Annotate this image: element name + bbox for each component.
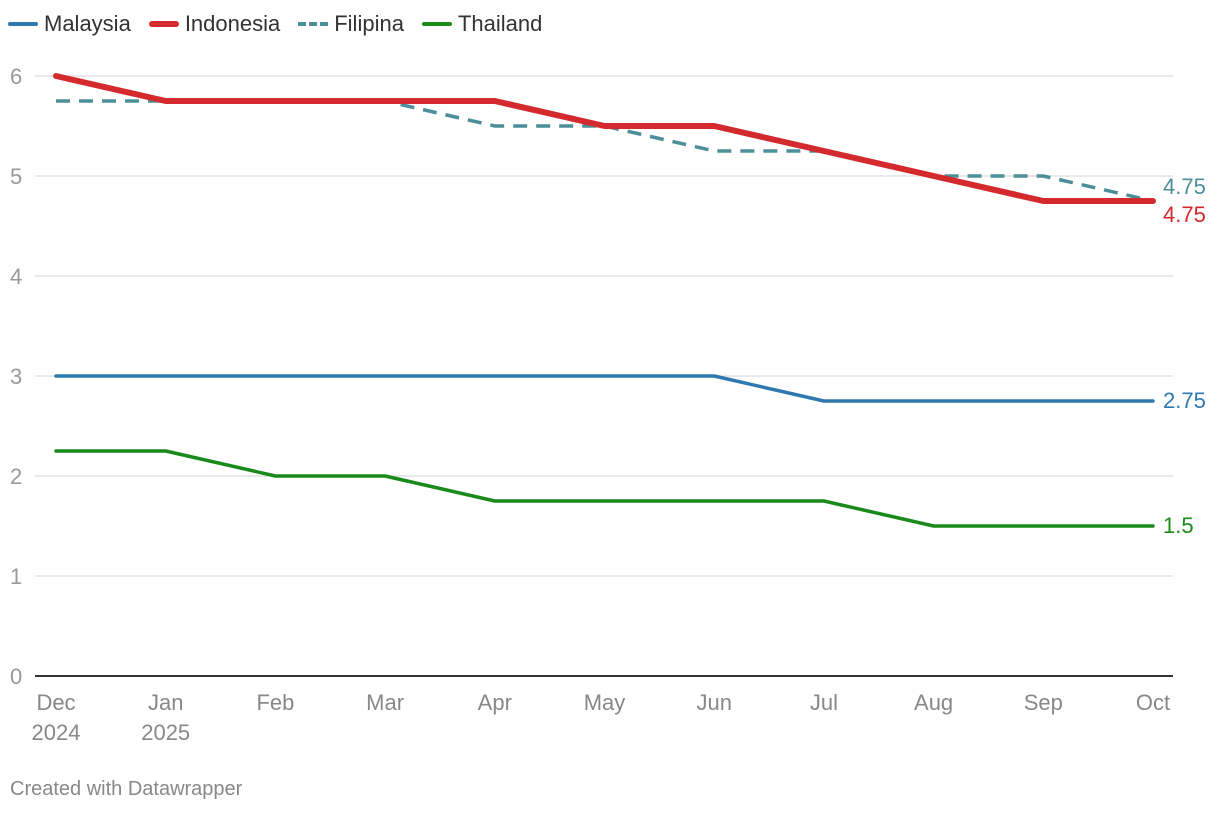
y-tick-label: 1: [10, 564, 22, 589]
x-tick-label: Mar: [366, 690, 404, 715]
legend-swatch: [8, 22, 38, 26]
end-label-filipina: 4.75: [1163, 174, 1206, 199]
legend-swatch: [421, 22, 452, 26]
y-tick-label: 2: [10, 464, 22, 489]
legend-label: Filipina: [334, 11, 404, 36]
end-label-malaysia: 2.75: [1163, 388, 1206, 413]
x-tick-label: Dec: [36, 690, 75, 715]
y-tick-label: 0: [10, 664, 22, 689]
end-label-thailand: 1.5: [1163, 513, 1194, 538]
x-tick-label: Aug: [914, 690, 953, 715]
chart-legend: Malaysia Indonesia Filipina Thailand: [8, 8, 542, 40]
legend-item-filipina: Filipina: [298, 11, 404, 37]
x-tick-sublabel: 2024: [32, 720, 81, 745]
y-tick-label: 3: [10, 364, 22, 389]
x-tick-label: Oct: [1136, 690, 1170, 715]
x-tick-label: May: [584, 690, 626, 715]
x-tick-label: Apr: [478, 690, 512, 715]
x-tick-label: Jul: [810, 690, 838, 715]
series-lines: [53, 73, 1156, 528]
legend-label: Thailand: [457, 11, 543, 36]
end-label-indonesia: 4.75: [1163, 202, 1206, 227]
footer-credit: Created with Datawrapper: [10, 778, 243, 800]
series-line-thailand: [54, 449, 1155, 528]
x-tick-label: Sep: [1024, 690, 1063, 715]
legend-item-malaysia: Malaysia: [8, 11, 131, 37]
legend-swatch: [298, 22, 329, 26]
series-line-malaysia: [54, 374, 1155, 403]
legend-item-indonesia: Indonesia: [148, 11, 281, 37]
x-tick-label: Feb: [256, 690, 294, 715]
y-tick-label: 4: [10, 264, 22, 289]
y-axis-ticks: 0 1 2 3 4 5 6: [10, 64, 22, 689]
y-tick-label: 6: [10, 64, 22, 89]
legend-item-thailand: Thailand: [421, 11, 543, 37]
x-tick-label: Jun: [696, 690, 731, 715]
legend-label: Malaysia: [44, 11, 131, 36]
legend-label: Indonesia: [184, 11, 281, 36]
x-tick-label: Jan: [148, 690, 183, 715]
x-axis-ticks: Dec 2024 Jan 2025 Feb Mar Apr May Jun Jul Aug Sep Oc…: [32, 690, 1171, 745]
x-tick-sublabel: 2025: [141, 720, 190, 745]
legend-swatch: [148, 21, 179, 27]
end-labels: 2.75 4.75 4.75 1.5: [1163, 174, 1206, 538]
series-line-filipina: [56, 99, 1154, 203]
series-line-indonesia: [53, 73, 1156, 204]
y-tick-label: 5: [10, 164, 22, 189]
